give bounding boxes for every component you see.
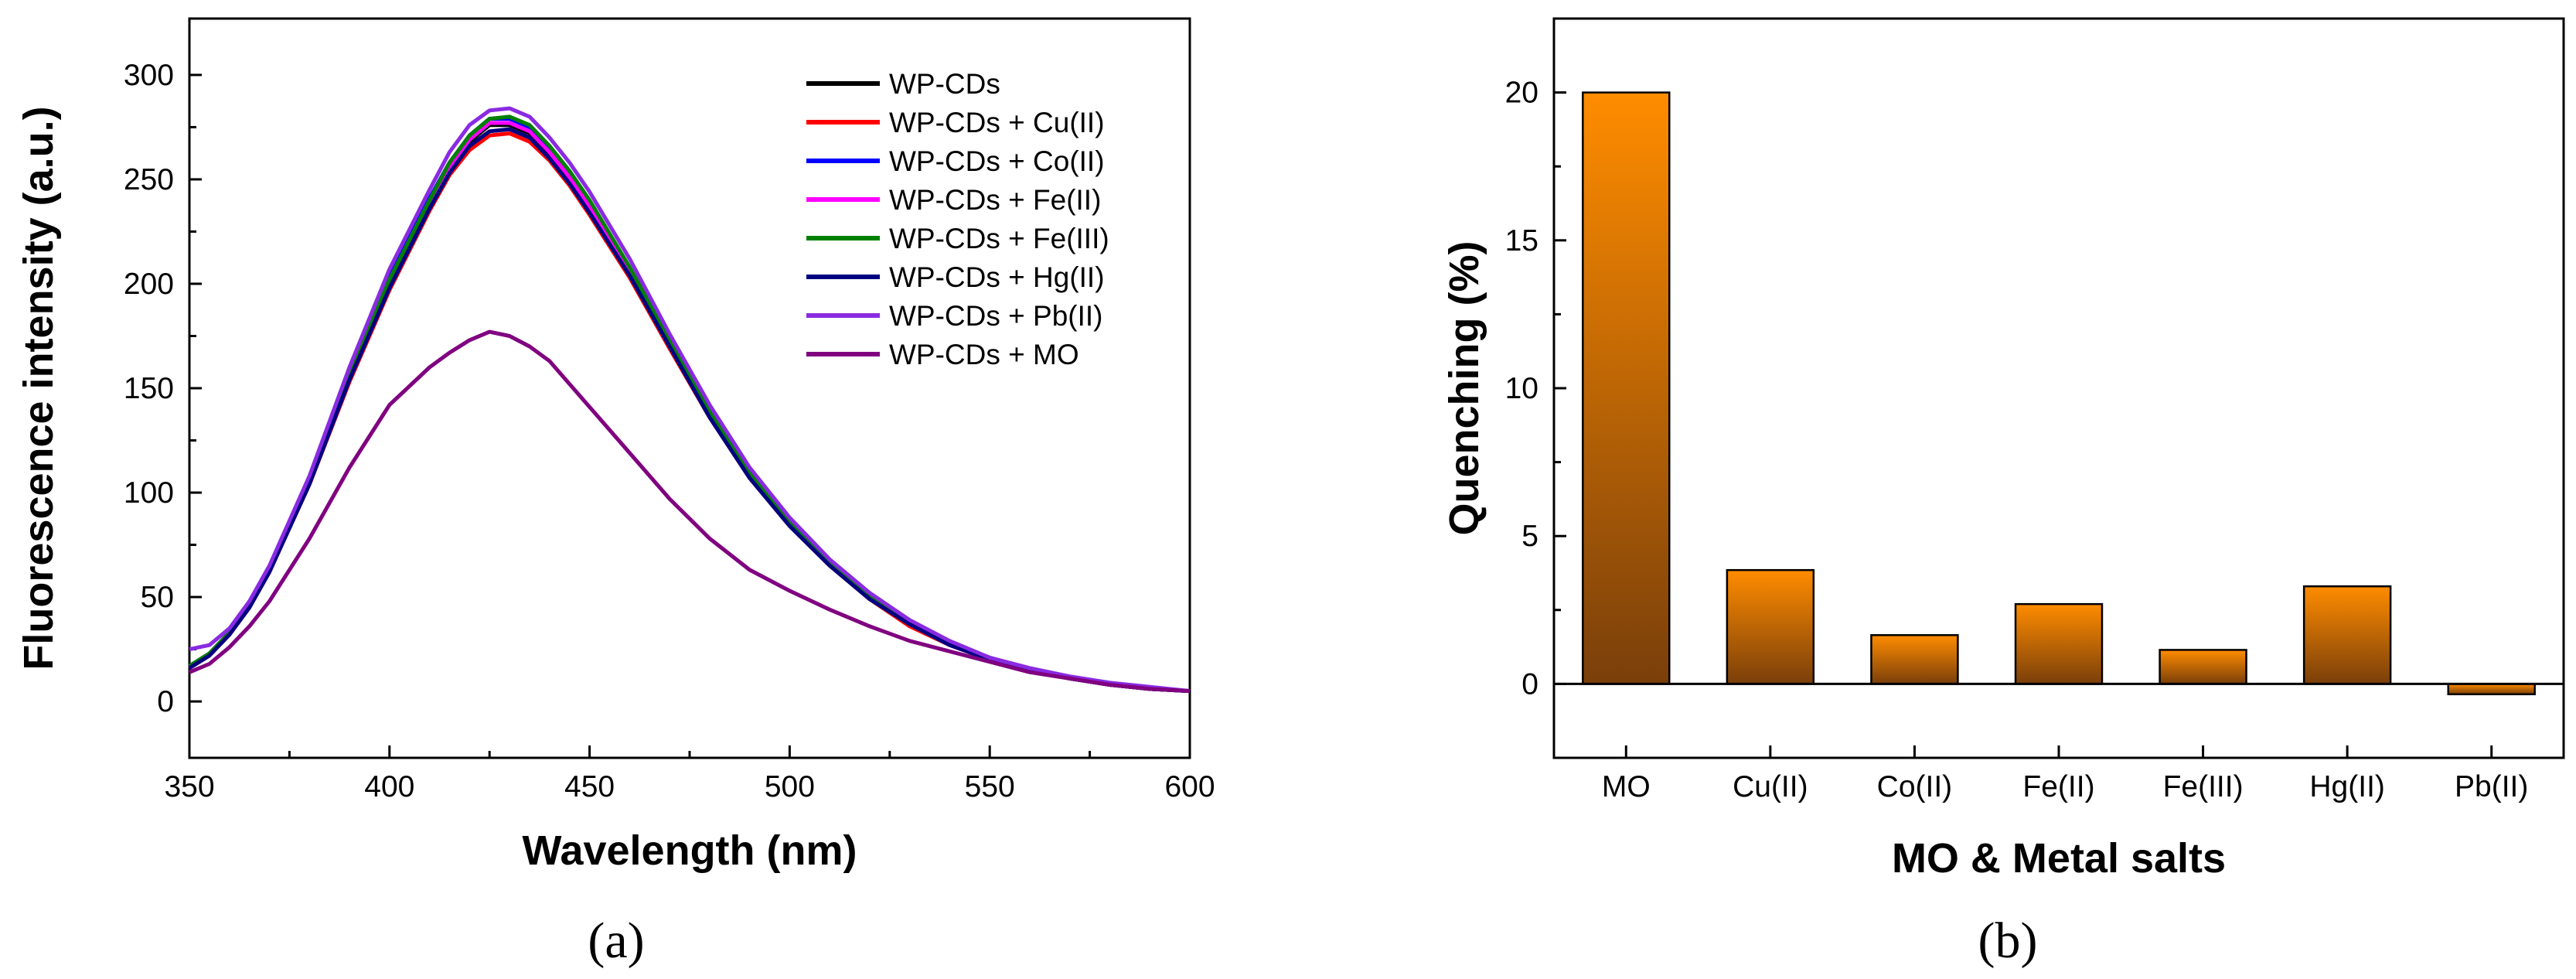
chart-a: 0 50 100 150 200 250 300 350 400 450 500 550 600 WP… — [15, 17, 1215, 969]
y-tick-label-a: 100 — [124, 476, 174, 510]
bar — [2159, 649, 2247, 685]
y-tick-label-b: 0 — [1521, 667, 1538, 701]
legend-label: WP-CDs + Cu(II) — [889, 107, 1105, 138]
bar — [1582, 91, 1671, 685]
series-line — [189, 329, 1191, 694]
x-axis-a: 350 400 450 500 550 600 — [164, 745, 1215, 803]
panel-label-b: (b) — [1978, 912, 2038, 969]
chart-b: 0 5 10 15 20 MO Cu(II) Co(II) Fe(II) Fe(III) Hg(I… — [1441, 17, 2565, 969]
y-tick-label-a: 250 — [124, 163, 174, 196]
series-line — [189, 106, 1191, 694]
x-tick-label-a: 500 — [765, 770, 815, 803]
y-tick-label-a: 300 — [124, 59, 174, 92]
x-tick-label-a: 400 — [364, 770, 414, 803]
x-tick-label-b: Co(II) — [1877, 770, 1953, 803]
x-tick-label-b: Fe(III) — [2163, 770, 2244, 803]
x-axis-b: MO Cu(II) Co(II) Fe(II) Fe(III) Hg(II) Pb(II) — [1602, 745, 2528, 803]
series-line — [188, 131, 1191, 694]
bar — [2014, 602, 2104, 685]
legend-label: WP-CDs + Fe(II) — [889, 184, 1101, 216]
x-tick-label-a: 600 — [1164, 770, 1215, 803]
y-tick-label-b: 15 — [1505, 224, 1538, 258]
y-tick-label-a: 150 — [124, 372, 174, 405]
x-tick-label-b: Fe(II) — [2022, 770, 2094, 803]
y-tick-label-a: 200 — [124, 268, 174, 301]
series-lines-a — [188, 106, 1191, 694]
bar — [1726, 568, 1815, 685]
legend-label: WP-CDs — [889, 68, 1000, 100]
x-tick-label-b: Cu(II) — [1733, 770, 1808, 803]
x-tick-label-a: 550 — [965, 770, 1015, 803]
legend-a: WP-CDs WP-CDs + Cu(II) WP-CDs + Co(II) WP-C… — [806, 68, 1109, 370]
panel-label-a: (a) — [588, 912, 644, 969]
x-tick-label-a: 350 — [164, 770, 214, 803]
x-tick-label-b: Pb(II) — [2455, 770, 2528, 803]
y-axis-a: 0 50 100 150 200 250 300 — [124, 59, 202, 718]
y-axis-title-a: Fluorescence intensity (a.u.) — [15, 106, 62, 670]
y-axis-b: 0 5 10 15 20 — [1505, 77, 1566, 701]
legend-label: WP-CDs + Pb(II) — [889, 300, 1103, 332]
x-tick-label-a: 450 — [564, 770, 615, 803]
x-tick-label-b: MO — [1602, 770, 1651, 803]
legend-label: WP-CDs + Fe(III) — [889, 223, 1109, 254]
bar — [2447, 683, 2536, 696]
x-axis-title-b: MO & Metal salts — [1892, 835, 2226, 882]
bars-b — [1554, 91, 2564, 696]
y-tick-label-a: 50 — [141, 581, 174, 614]
x-tick-label-b: Hg(II) — [2309, 770, 2385, 803]
y-tick-label-b: 10 — [1505, 372, 1538, 405]
bar — [1870, 634, 1959, 685]
bar — [2302, 585, 2392, 685]
y-tick-label-b: 5 — [1521, 520, 1538, 553]
legend-label: WP-CDs + MO — [889, 339, 1079, 370]
y-tick-label-a: 0 — [157, 685, 174, 718]
y-tick-label-b: 20 — [1505, 77, 1538, 110]
series-line — [188, 127, 1191, 694]
x-axis-title-a: Wavelength (nm) — [522, 827, 857, 874]
y-axis-title-b: Quenching (%) — [1441, 241, 1487, 536]
legend-label: WP-CDs + Co(II) — [889, 145, 1105, 177]
legend-label: WP-CDs + Hg(II) — [889, 261, 1105, 293]
